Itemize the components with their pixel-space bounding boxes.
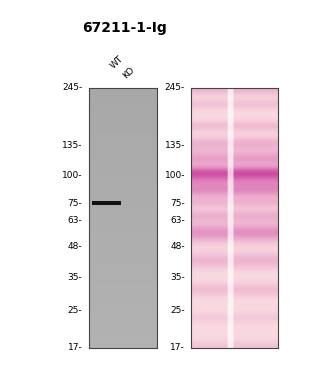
Text: 135-: 135- bbox=[62, 141, 82, 151]
Text: 100-: 100- bbox=[62, 171, 82, 180]
Text: 17-: 17- bbox=[170, 343, 185, 352]
Text: 17-: 17- bbox=[68, 343, 82, 352]
Text: WT: WT bbox=[109, 54, 125, 71]
Text: 67211-1-Ig: 67211-1-Ig bbox=[82, 21, 167, 35]
Text: 75-: 75- bbox=[68, 199, 82, 207]
Text: 48-: 48- bbox=[68, 242, 82, 251]
Text: 25-: 25- bbox=[170, 306, 185, 314]
Text: 35-: 35- bbox=[170, 273, 185, 282]
Text: KO: KO bbox=[121, 65, 137, 80]
Text: 63-: 63- bbox=[68, 215, 82, 225]
Text: 245-: 245- bbox=[62, 83, 82, 92]
Text: 48-: 48- bbox=[170, 242, 185, 251]
Text: 35-: 35- bbox=[68, 273, 82, 282]
Text: 135-: 135- bbox=[165, 141, 185, 151]
Text: 245-: 245- bbox=[165, 83, 185, 92]
Text: 75-: 75- bbox=[170, 199, 185, 207]
Text: 100-: 100- bbox=[165, 171, 185, 180]
Text: 25-: 25- bbox=[68, 306, 82, 314]
Text: 63-: 63- bbox=[170, 215, 185, 225]
Bar bbox=[92, 201, 121, 205]
